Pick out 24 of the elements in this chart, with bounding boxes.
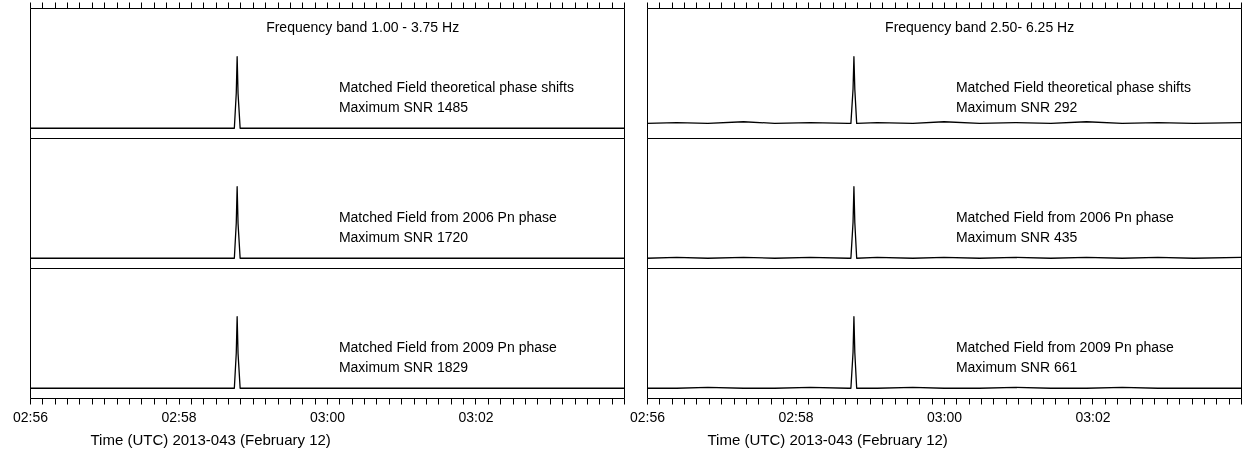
- x-tick-label: 03:02: [1075, 408, 1111, 425]
- annotation: Matched Field from 2006 Pn phase: [338, 209, 557, 225]
- annotation: Matched Field from 2009 Pn phase: [955, 339, 1174, 355]
- x-tick-label: 02:56: [629, 408, 666, 425]
- annotation: Matched Field from 2009 Pn phase: [338, 339, 557, 355]
- annotation: Matched Field theoretical phase shifts: [955, 79, 1191, 95]
- chart-title: Frequency band 1.00 - 3.75 Hz: [266, 19, 460, 35]
- annotation: Matched Field theoretical phase shifts: [338, 79, 574, 95]
- annotation: Maximum SNR 435: [955, 229, 1078, 245]
- annotation: Maximum SNR 1485: [338, 99, 469, 115]
- x-axis-title: Time (UTC) 2013-043 (February 12): [707, 430, 948, 448]
- x-tick-label: 03:00: [926, 408, 963, 425]
- x-tick-label: 02:58: [778, 408, 814, 425]
- annotation: Maximum SNR 661: [955, 359, 1078, 375]
- x-tick-label: 02:56: [12, 408, 49, 425]
- x-tick-label: 03:02: [458, 408, 494, 425]
- annotation: Matched Field from 2006 Pn phase: [955, 209, 1174, 225]
- annotation: Maximum SNR 292: [955, 99, 1078, 115]
- annotation: Maximum SNR 1720: [338, 229, 469, 245]
- x-tick-label: 02:58: [161, 408, 197, 425]
- x-tick-label: 03:00: [309, 408, 346, 425]
- chart-title: Frequency band 2.50- 6.25 Hz: [885, 19, 1075, 35]
- annotation: Maximum SNR 1829: [338, 359, 469, 375]
- x-axis-title: Time (UTC) 2013-043 (February 12): [90, 430, 331, 448]
